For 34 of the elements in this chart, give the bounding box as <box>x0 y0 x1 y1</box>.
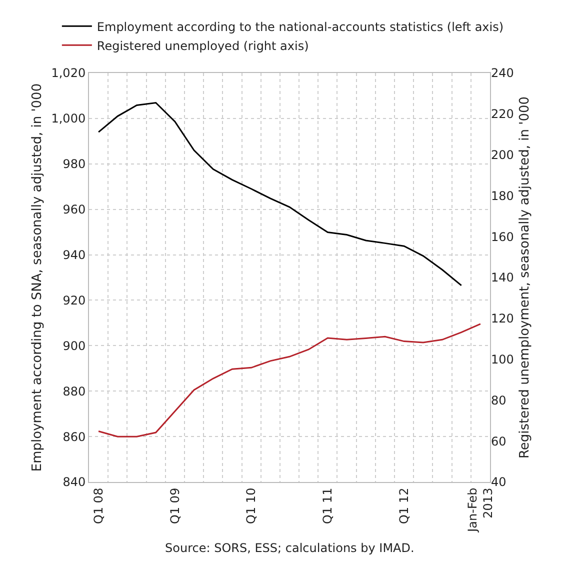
x-tick-label: Q1 08 <box>91 488 106 524</box>
source-note: Source: SORS, ESS; calculations by IMAD. <box>165 541 414 555</box>
x-tick-label: Q1 11 <box>320 488 335 524</box>
y2-tick-label: 140 <box>491 270 514 285</box>
y2-axis-title: Registered unemployment, seasonally adjusted, in '000 <box>518 96 533 459</box>
line-series <box>98 323 482 438</box>
x-tick-label: Jan-Feb 2013 <box>466 488 496 533</box>
y-tick-label: 1,020 <box>51 66 86 80</box>
y-tick-label: 940 <box>62 248 86 262</box>
y2-tick-label: 120 <box>491 312 514 326</box>
y2-tick-label: 180 <box>491 188 514 203</box>
x-tick-label: Q1 10 <box>244 488 258 524</box>
y2-tick-label: 80 <box>491 393 506 408</box>
y2-tick-label: 40 <box>491 475 506 490</box>
y-axis-title: Employment according to SNA, seasonally adjusted, in '000 <box>30 83 46 472</box>
line-series <box>98 102 462 286</box>
legend-label: Registered unemployed (right axis) <box>96 38 309 53</box>
y2-tick-label: 200 <box>491 148 514 162</box>
y-tick-label: 1,000 <box>51 112 86 126</box>
y-tick-label: 980 <box>62 157 86 172</box>
y2-tick-label: 100 <box>491 352 514 366</box>
x-tick-label: Q1 09 <box>168 488 182 524</box>
y2-tick-label: 240 <box>491 66 514 80</box>
y-tick-label: 920 <box>62 293 86 308</box>
y2-tick-label: 160 <box>491 230 514 244</box>
y2-tick-label: 60 <box>491 434 506 448</box>
y-tick-label: 840 <box>62 475 86 490</box>
y-tick-label: 960 <box>62 202 86 217</box>
y-tick-label: 880 <box>62 384 86 398</box>
y2-tick-label: 220 <box>491 107 514 122</box>
y-tick-label: 900 <box>62 338 86 353</box>
y-tick-label: 860 <box>62 430 86 444</box>
legend-label: Employment according to the national-accounts statistics (left axis) <box>96 20 504 34</box>
x-tick-label: Q1 12 <box>396 488 411 524</box>
